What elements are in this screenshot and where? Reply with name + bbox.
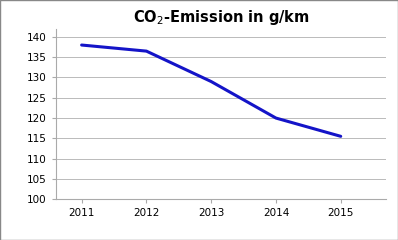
Title: CO$_2$-Emission in g/km: CO$_2$-Emission in g/km xyxy=(133,8,309,27)
